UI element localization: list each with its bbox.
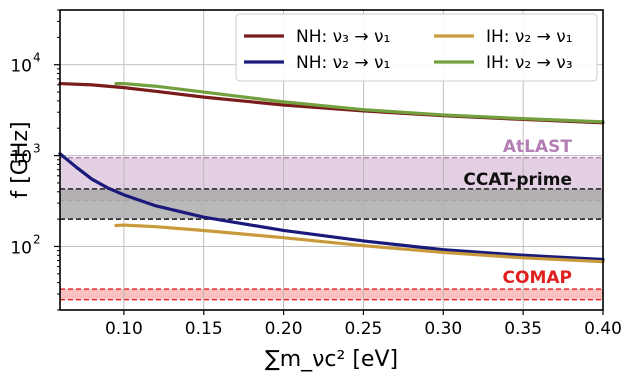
- series-line-2: [114, 223, 605, 264]
- series-layer: [58, 81, 605, 264]
- series-line-1: [58, 152, 605, 262]
- band-label-ccat-prime: CCAT-prime: [463, 170, 572, 190]
- x-tick-label: 0.20: [265, 319, 303, 339]
- x-tick-label: 0.15: [185, 319, 223, 339]
- legend-box: [235, 13, 598, 82]
- y-tick-exponent: 4: [33, 51, 41, 65]
- band-labels-layer: AtLAST CCAT-prime COMAP: [463, 137, 572, 288]
- y-axis-label: f [GHz]: [8, 121, 33, 198]
- series-line-0: [58, 81, 605, 125]
- legend-label: NH: ν₃ → ν₁: [296, 27, 390, 47]
- legend: NH: ν₃ → ν₁ NH: ν₂ → ν₁ IH: ν₂ → ν₁ IH: ν₂ …: [235, 13, 598, 82]
- legend-label: IH: ν₂ → ν₁: [486, 27, 573, 47]
- bands-layer: [60, 156, 603, 301]
- x-tick-label: 0.30: [424, 319, 462, 339]
- y-tick-label: 10: [10, 57, 32, 77]
- y-tick-label: 10: [10, 238, 32, 258]
- x-tick-label: 0.40: [584, 319, 622, 339]
- x-tick-label: 0.35: [504, 319, 542, 339]
- x-axis-label: ∑m_νc² [eV]: [265, 347, 398, 372]
- band-label-comap: COMAP: [503, 268, 572, 288]
- series-line-3: [114, 81, 605, 124]
- band-comap: [60, 289, 603, 300]
- x-tick-label: 0.10: [105, 319, 143, 339]
- legend-label: IH: ν₂ → ν₃: [486, 53, 573, 73]
- legend-label: NH: ν₂ → ν₁: [296, 53, 390, 73]
- y-tick-exponent: 3: [33, 142, 41, 156]
- x-tick-label: 0.25: [345, 319, 383, 339]
- y-tick-exponent: 2: [33, 232, 41, 246]
- band-ccat-prime: [60, 188, 603, 220]
- y-tick-label: 10: [10, 148, 32, 168]
- band-label-atlast: AtLAST: [503, 137, 573, 157]
